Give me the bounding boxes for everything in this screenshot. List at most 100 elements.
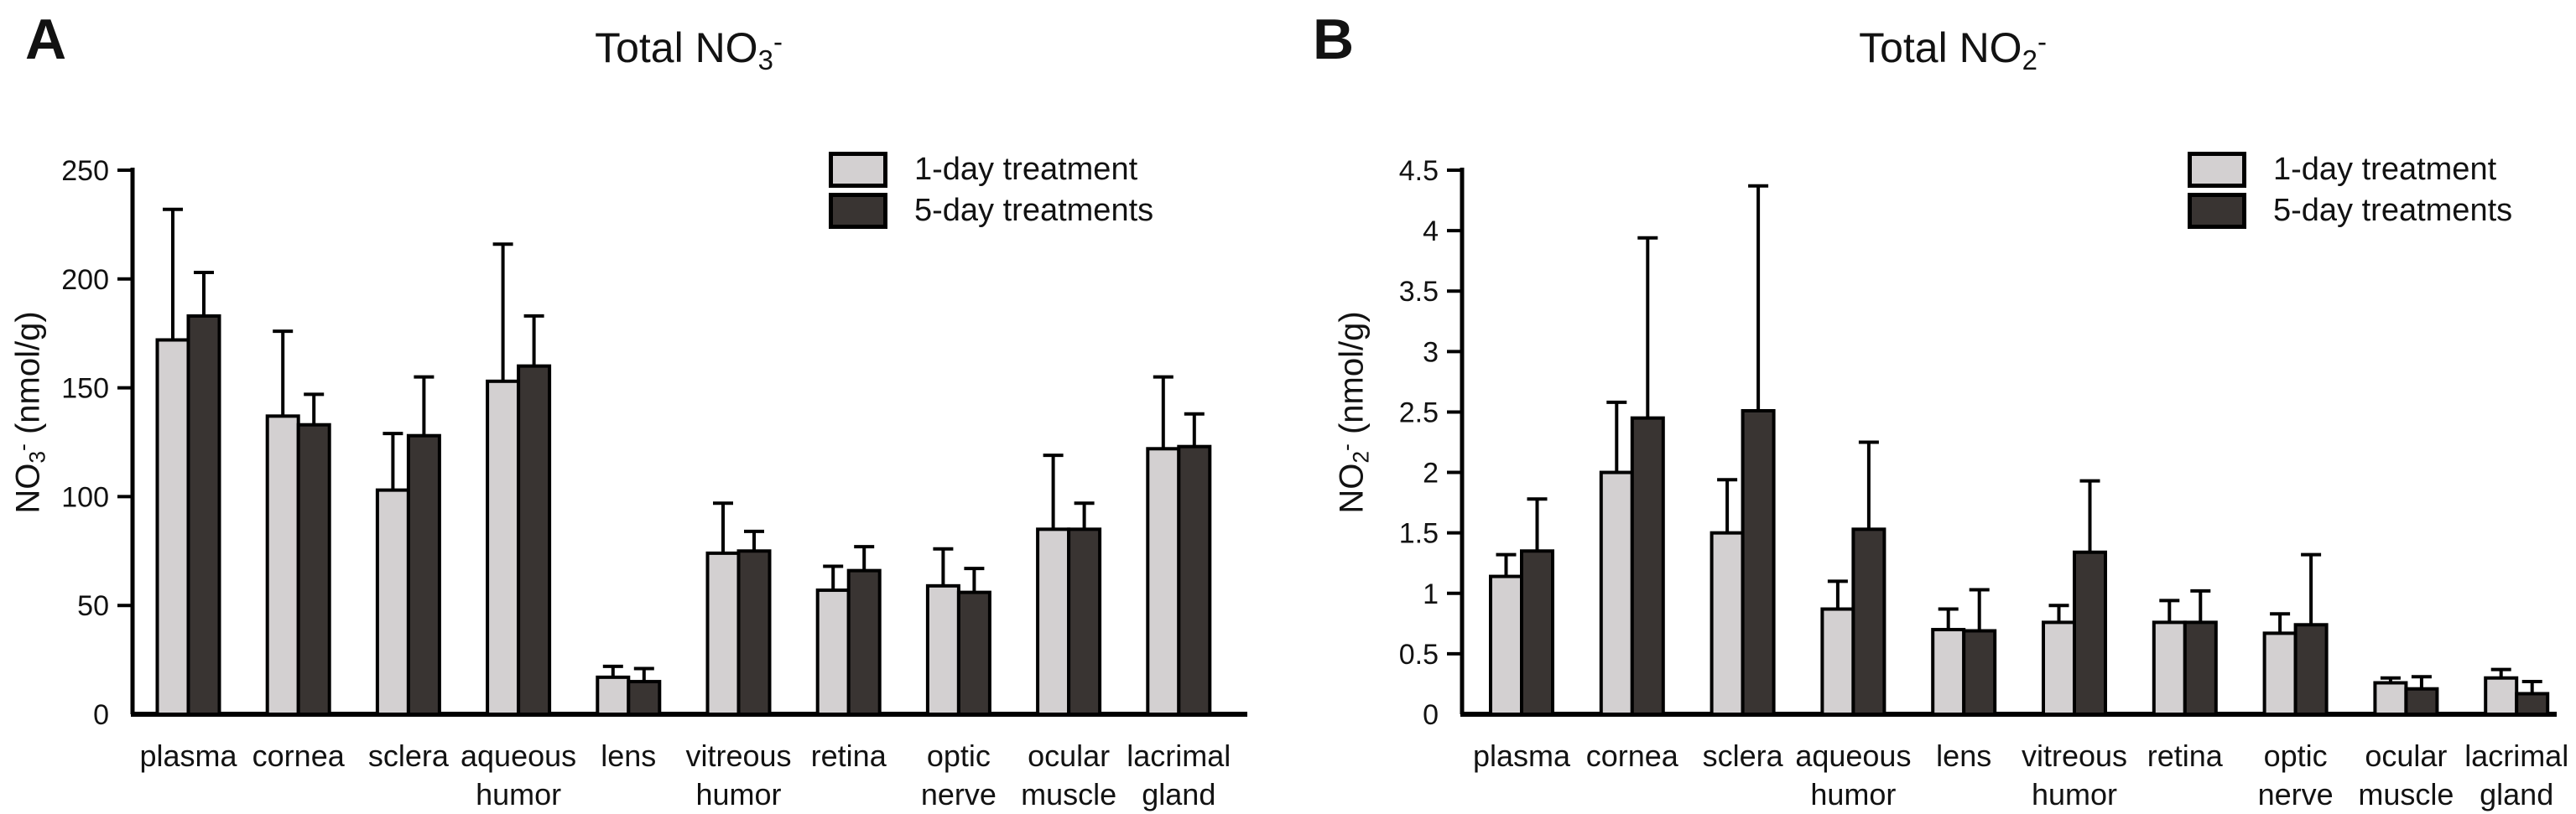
y-tick-label: 3.5 bbox=[1399, 276, 1439, 308]
panel-b-title-subscript: 2 bbox=[2022, 44, 2037, 76]
bar-b-cornea-series1 bbox=[1599, 470, 1634, 716]
x-category-label: sclera bbox=[368, 739, 450, 773]
bar-b-sclera-series2 bbox=[1741, 409, 1776, 716]
bar-a-aqueous-humor-series2 bbox=[517, 364, 552, 716]
bar-a-aqueous-humor-series1 bbox=[486, 379, 521, 716]
legend-label-5-day: 5-day treatments bbox=[2273, 192, 2513, 228]
bar-b-aqueous-humor-series2 bbox=[1851, 527, 1886, 717]
y-tick-label: 150 bbox=[61, 373, 109, 405]
x-category-label: lens bbox=[1936, 739, 1991, 773]
bar-a-lacrimal-gland-series2 bbox=[1177, 444, 1212, 717]
x-category-label: nerve bbox=[2258, 777, 2334, 811]
x-category-label: muscle bbox=[2358, 777, 2454, 811]
panel-b-y-axis-label: NO2- (nmol/g) bbox=[1333, 311, 1374, 513]
x-category-label: lacrimal bbox=[1127, 739, 1231, 773]
panel-a-ylabel-units: (nmol/g) bbox=[9, 311, 47, 444]
x-category-label: retina bbox=[2147, 739, 2224, 773]
bar-b-ocular-muscle-series2 bbox=[2404, 687, 2439, 716]
x-category-label: ocular bbox=[2365, 739, 2447, 773]
bar-a-lacrimal-gland-series1 bbox=[1146, 447, 1181, 717]
panel-a-title: Total NO3- bbox=[595, 23, 783, 76]
bar-b-plasma-series1 bbox=[1489, 574, 1523, 716]
bar-b-retina-series2 bbox=[2183, 620, 2218, 716]
legend-row: 1-day treatment bbox=[829, 151, 1153, 188]
x-category-label: plasma bbox=[1473, 739, 1571, 773]
bar-b-retina-series1 bbox=[2152, 620, 2187, 716]
legend-row: 5-day treatments bbox=[2188, 192, 2512, 229]
x-category-label: vitreous bbox=[685, 739, 791, 773]
x-category-label: optic bbox=[2264, 739, 2328, 773]
panel-b-ylabel-units: (nmol/g) bbox=[1333, 311, 1371, 444]
bar-b-vitreous-humor-series2 bbox=[2073, 550, 2107, 717]
bar-a-optic-nerve-series1 bbox=[925, 583, 960, 716]
panel-b-title-superscript: - bbox=[2037, 26, 2047, 58]
bar-b-cornea-series2 bbox=[1630, 416, 1665, 716]
bar-b-sclera-series1 bbox=[1710, 531, 1745, 717]
bar-a-vitreous-humor-series1 bbox=[705, 551, 741, 716]
x-category-label: humor bbox=[476, 777, 561, 811]
x-category-label: humor bbox=[2032, 777, 2117, 811]
panel-b-title: Total NO2- bbox=[1859, 23, 2047, 76]
y-tick-label: 4 bbox=[1423, 215, 1439, 247]
x-category-label: lens bbox=[601, 739, 656, 773]
legend-row: 1-day treatment bbox=[2188, 151, 2512, 188]
x-category-label: cornea bbox=[252, 739, 346, 773]
legend-row: 5-day treatments bbox=[829, 192, 1153, 229]
x-category-label: humor bbox=[1810, 777, 1896, 811]
x-category-label: aqueous bbox=[1795, 739, 1911, 773]
x-category-label: retina bbox=[811, 739, 887, 773]
y-tick-label: 0 bbox=[1423, 699, 1439, 731]
y-tick-label: 1.5 bbox=[1399, 518, 1439, 550]
bar-b-optic-nerve-series1 bbox=[2262, 631, 2298, 716]
y-tick-label: 200 bbox=[61, 264, 109, 296]
legend-label-5-day: 5-day treatments bbox=[914, 192, 1154, 228]
panel-a-legend: 1-day treatment 5-day treatments bbox=[829, 151, 1153, 233]
bar-b-optic-nerve-series2 bbox=[2293, 623, 2329, 717]
bar-b-vitreous-humor-series1 bbox=[2042, 620, 2076, 716]
bar-b-lacrimal-gland-series2 bbox=[2515, 692, 2550, 717]
y-tick-label: 100 bbox=[61, 481, 109, 513]
y-tick-label: 0.5 bbox=[1399, 639, 1439, 671]
bar-a-vitreous-humor-series2 bbox=[736, 549, 772, 716]
y-tick-label: 3 bbox=[1423, 336, 1439, 368]
y-tick-label: 4.5 bbox=[1399, 155, 1439, 187]
bar-a-sclera-series2 bbox=[406, 433, 441, 716]
legend-swatch-5-day bbox=[2188, 192, 2246, 229]
x-category-label: nerve bbox=[921, 777, 997, 811]
y-tick-label: 2.5 bbox=[1399, 397, 1439, 428]
panel-b-ylabel-superscript: - bbox=[1333, 443, 1359, 451]
x-category-label: cornea bbox=[1586, 739, 1679, 773]
bar-b-lens-series1 bbox=[1931, 628, 1966, 716]
panel-a-title-subscript: 3 bbox=[757, 44, 773, 76]
panel-a-ylabel-text: NO bbox=[9, 463, 47, 514]
y-tick-label: 250 bbox=[61, 155, 109, 187]
legend-label-1-day: 1-day treatment bbox=[2273, 151, 2497, 187]
bar-b-plasma-series2 bbox=[1520, 549, 1554, 716]
x-category-label: optic bbox=[927, 739, 991, 773]
panel-b-ylabel-text: NO bbox=[1333, 463, 1371, 514]
x-category-label: gland bbox=[2480, 777, 2553, 811]
panel-b-title-text: Total NO bbox=[1859, 24, 2022, 71]
x-category-label: ocular bbox=[1028, 739, 1110, 773]
bar-a-sclera-series1 bbox=[375, 488, 410, 716]
y-tick-label: 50 bbox=[77, 590, 109, 622]
bar-a-retina-series1 bbox=[815, 588, 851, 717]
bar-a-ocular-muscle-series1 bbox=[1036, 527, 1071, 717]
panel-a-ylabel-subscript: 3 bbox=[24, 450, 50, 464]
y-tick-label: 2 bbox=[1423, 458, 1439, 490]
bar-a-cornea-series2 bbox=[296, 423, 331, 716]
bar-a-plasma-series1 bbox=[155, 338, 190, 716]
panel-a-title-superscript: - bbox=[773, 26, 783, 58]
x-category-label: gland bbox=[1142, 777, 1215, 811]
y-tick-label: 1 bbox=[1423, 578, 1439, 610]
bar-a-ocular-muscle-series2 bbox=[1067, 527, 1102, 717]
x-category-label: aqueous bbox=[461, 739, 576, 773]
panel-a-y-axis-label: NO3- (nmol/g) bbox=[9, 311, 50, 513]
bar-a-optic-nerve-series2 bbox=[956, 590, 991, 717]
x-category-label: muscle bbox=[1021, 777, 1116, 811]
x-category-label: sclera bbox=[1703, 739, 1784, 773]
y-tick-label: 0 bbox=[93, 699, 109, 731]
bar-b-lacrimal-gland-series1 bbox=[2484, 676, 2519, 717]
bar-a-lens-series2 bbox=[627, 680, 662, 716]
